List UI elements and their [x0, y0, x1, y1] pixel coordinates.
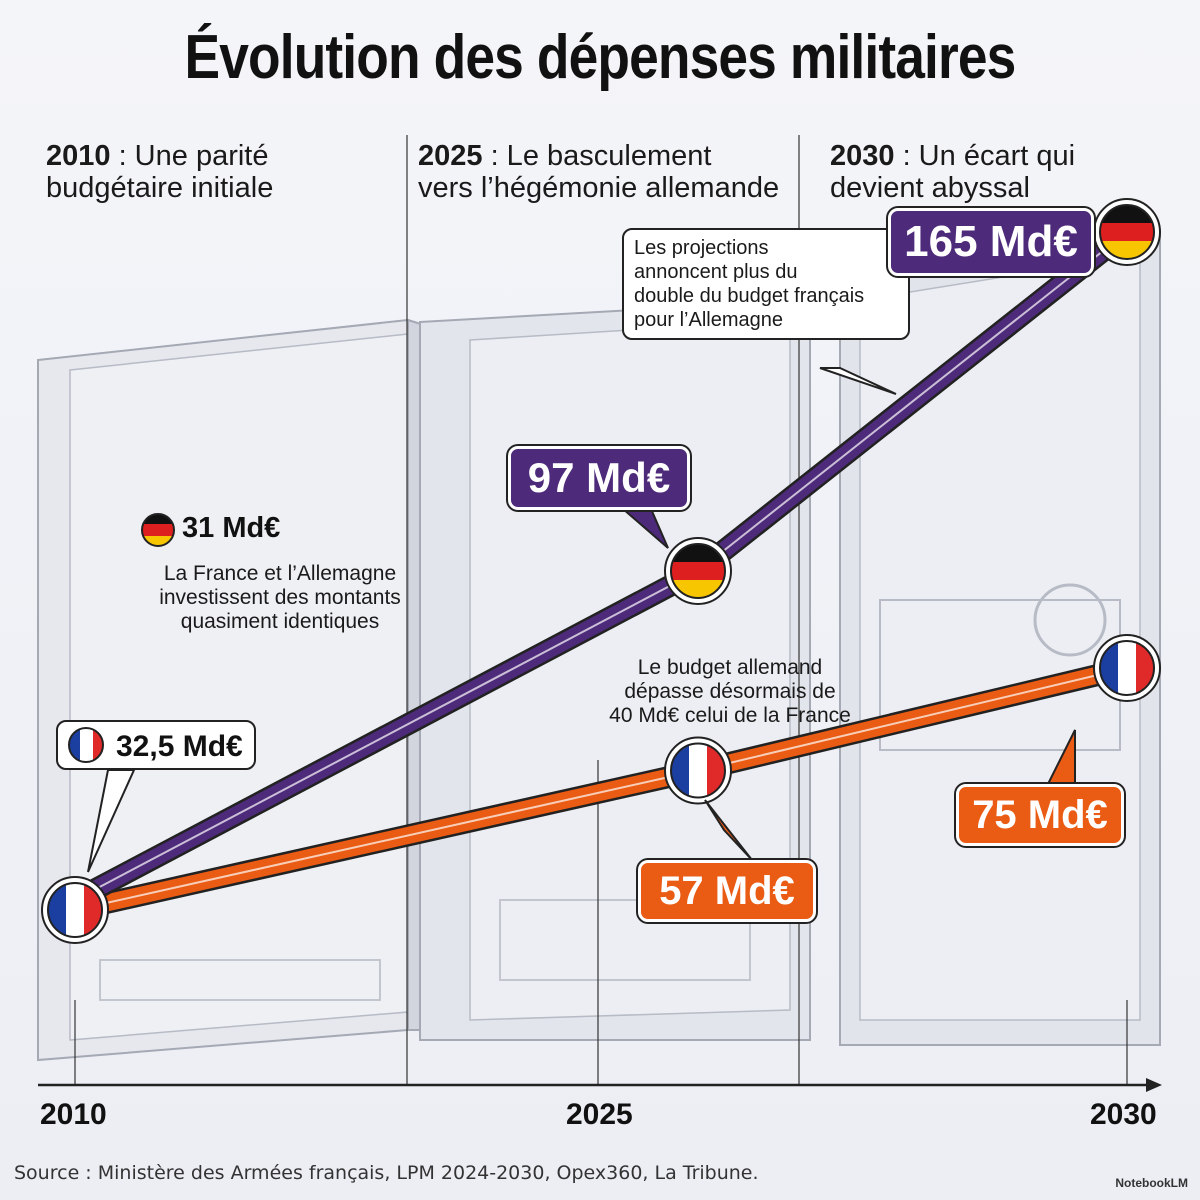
- callout-line: Les projections: [634, 237, 769, 259]
- france-2010-value: 32,5 Md€: [116, 730, 243, 763]
- x-tick-2025: 2025: [566, 1098, 633, 1131]
- france-2030-badge: 75 Md€: [956, 784, 1124, 846]
- callout-line: double du budget français: [634, 285, 865, 307]
- france-2025-badge: 57 Md€: [638, 860, 816, 922]
- period-text-line2: budgétaire initiale: [46, 172, 274, 204]
- germany-flag-icon: [141, 513, 175, 547]
- note-2025: Le budget allemand dépasse désormais de …: [560, 656, 900, 728]
- period-year: 2030: [830, 140, 895, 172]
- note-line: 40 Md€ celui de la France: [609, 704, 851, 727]
- point-allemagne-2025: [664, 537, 732, 605]
- period-heading-2010: 2010 : Une parité budgétaire initiale: [46, 140, 273, 204]
- point-france-2025: [664, 736, 732, 805]
- note-line: investissent des montants: [159, 586, 401, 609]
- x-tick-2030: 2030: [1090, 1098, 1157, 1131]
- period-heading-2025: 2025 : Le basculement vers l’hégémonie a…: [418, 140, 779, 204]
- note-line: Le budget allemand: [637, 656, 823, 679]
- period-year: 2010: [46, 140, 111, 172]
- germany-2010-value: 31 Md€: [182, 512, 281, 544]
- page-title: Évolution des dépenses militaires: [184, 23, 1017, 92]
- period-heading-2030: 2030 : Un écart qui devient abyssal: [830, 140, 1075, 204]
- germany-2025-badge: 97 Md€: [508, 446, 690, 510]
- brand-label: NotebookLM: [1115, 1176, 1188, 1190]
- x-tick-2010: 2010: [40, 1098, 107, 1131]
- note-2010: La France et l’Allemagne investissent de…: [110, 562, 450, 634]
- period-text: : Le basculement: [482, 140, 712, 172]
- callout-line: pour l’Allemagne: [634, 309, 783, 331]
- point-allemagne-2030: [1093, 198, 1161, 266]
- note-line: quasiment identiques: [180, 610, 380, 633]
- point-france-2010: [41, 876, 109, 944]
- note-line: La France et l’Allemagne: [163, 562, 397, 585]
- callout-line: annoncent plus du: [634, 261, 798, 283]
- period-year: 2025: [418, 140, 483, 172]
- source-note: Source : Ministère des Armées français, …: [14, 1162, 759, 1184]
- period-text: : Une parité: [110, 140, 269, 172]
- point-france-2030: [1093, 634, 1161, 702]
- note-line: dépasse désormais de: [624, 680, 836, 703]
- projection-callout: Les projections annoncent plus du double…: [622, 228, 910, 340]
- france-2010-label: 32,5 Md€: [56, 720, 256, 770]
- period-text-line2: devient abyssal: [830, 172, 1030, 204]
- germany-2030-badge: 165 Md€: [888, 208, 1094, 276]
- background-panels: [37, 228, 1161, 1062]
- period-text-line2: vers l’hégémonie allemande: [418, 172, 780, 204]
- period-text: : Un écart qui: [894, 140, 1076, 172]
- x-axis: [38, 1078, 1162, 1092]
- france-flag-icon: [68, 727, 104, 763]
